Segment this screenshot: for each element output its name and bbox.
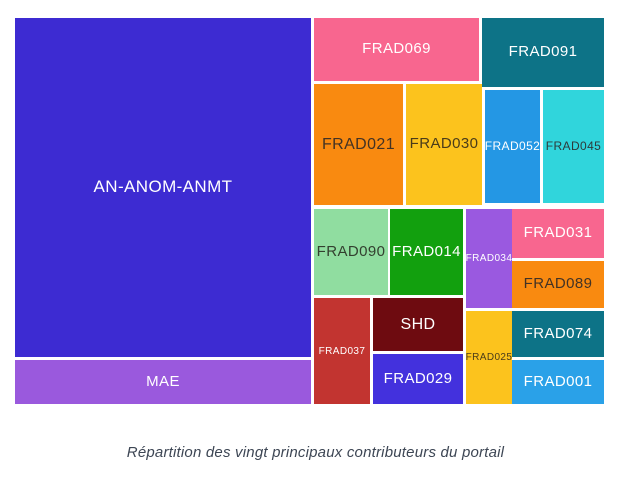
treemap-node-an-anom-anmt[interactable]: AN-ANOM-ANMT xyxy=(15,18,311,357)
treemap-node-label: AN-ANOM-ANMT xyxy=(93,177,233,197)
treemap-node-label: FRAD025 xyxy=(466,352,512,363)
treemap-node-label: FRAD001 xyxy=(523,372,593,390)
treemap-node-label: SHD xyxy=(400,315,436,333)
treemap-node-label: FRAD089 xyxy=(523,275,593,293)
treemap-node-label: FRAD052 xyxy=(485,138,540,153)
treemap-canvas: AN-ANOM-ANMT MAE FRAD069 FRAD091 FRAD021 FRAD… xyxy=(15,18,604,404)
treemap-node-label: FRAD014 xyxy=(392,242,461,260)
treemap-node-label: FRAD090 xyxy=(316,242,386,260)
treemap-node-label: FRAD031 xyxy=(523,224,593,242)
treemap-node-frad029[interactable]: FRAD029 xyxy=(373,354,463,404)
treemap-node-label: MAE xyxy=(146,372,180,390)
treemap-node-frad037[interactable]: FRAD037 xyxy=(314,298,370,404)
treemap-node-label: FRAD021 xyxy=(321,135,396,153)
treemap-node-label: FRAD074 xyxy=(523,324,593,342)
treemap-node-label: FRAD045 xyxy=(545,138,602,153)
treemap-node-mae[interactable]: MAE xyxy=(15,360,311,404)
treemap-node-label: FRAD029 xyxy=(383,369,453,387)
treemap-node-frad030[interactable]: FRAD030 xyxy=(406,84,482,205)
treemap-node-frad025[interactable]: FRAD025 xyxy=(466,311,512,404)
chart-caption: Répartition des vingt principaux contrib… xyxy=(126,444,505,461)
treemap-node-frad052[interactable]: FRAD052 xyxy=(485,90,540,203)
treemap-node-label: FRAD037 xyxy=(318,345,366,357)
treemap-node-frad034[interactable]: FRAD034 xyxy=(466,209,512,308)
treemap-node-label: FRAD030 xyxy=(409,135,479,153)
treemap-node-frad045[interactable]: FRAD045 xyxy=(543,90,604,203)
treemap-node-frad074[interactable]: FRAD074 xyxy=(512,311,604,357)
treemap-node-label: FRAD034 xyxy=(466,253,512,264)
treemap-node-frad001[interactable]: FRAD001 xyxy=(512,360,604,404)
treemap-node-frad090[interactable]: FRAD090 xyxy=(314,209,388,295)
treemap-node-label: FRAD069 xyxy=(362,40,431,58)
treemap-node-frad069[interactable]: FRAD069 xyxy=(314,18,479,81)
treemap-node-frad089[interactable]: FRAD089 xyxy=(512,261,604,308)
treemap-node-frad031[interactable]: FRAD031 xyxy=(512,209,604,258)
treemap-node-frad014[interactable]: FRAD014 xyxy=(390,209,463,295)
treemap-node-label: FRAD091 xyxy=(508,43,578,61)
treemap-node-frad021[interactable]: FRAD021 xyxy=(314,84,403,205)
treemap-node-frad091[interactable]: FRAD091 xyxy=(482,18,604,87)
treemap-node-shd[interactable]: SHD xyxy=(373,298,463,351)
